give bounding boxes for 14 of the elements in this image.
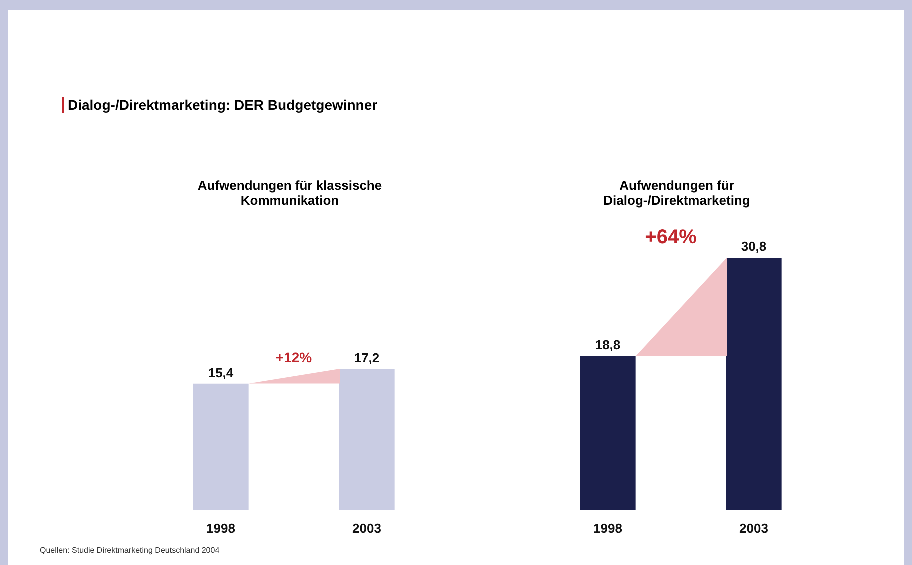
x-tick-label: 1998 <box>206 520 236 536</box>
text: +12% <box>276 349 313 366</box>
text: Dialog-/Direktmarketing: DER Budgetgewinner <box>62 97 378 113</box>
data-label: 15,4 <box>208 365 234 380</box>
x-tick-label: 2003 <box>352 520 382 536</box>
x-tick-label: 2003 <box>740 520 768 536</box>
x-tick-label: 1998 <box>594 520 622 536</box>
source-note: Quellen: Studie Direktmarketing Deutschland 2004 <box>40 546 220 555</box>
data-label: 18,8 <box>595 337 621 352</box>
chart-title: Aufwendungen für klassische Kommunikation <box>196 178 384 208</box>
data-label: 17,2 <box>354 350 380 366</box>
data-label: 30,8 <box>741 239 767 254</box>
chart-title: Aufwendungen für Dialog-/Direktmarketing <box>602 178 752 208</box>
text: +64% <box>645 226 698 248</box>
